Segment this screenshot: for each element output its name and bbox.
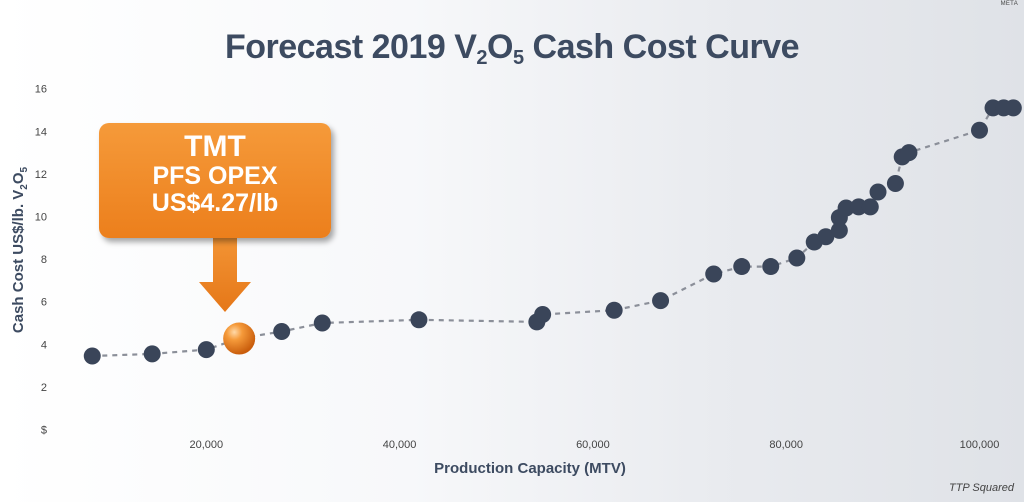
data-point xyxy=(861,198,879,216)
source-note: TTP Squared xyxy=(948,482,1014,494)
x-axis-title: Production Capacity (MTV) xyxy=(434,460,626,477)
y-tick-label: 10 xyxy=(35,212,47,224)
data-point xyxy=(705,265,723,283)
y-title-subscript-2: 5 xyxy=(19,166,30,173)
data-point xyxy=(762,258,780,276)
title-text-pre: Forecast 2019 V xyxy=(224,28,477,66)
y-tick-label: 6 xyxy=(41,297,47,309)
data-point xyxy=(817,228,835,246)
tmt-highlight-point xyxy=(223,322,256,355)
y-tick-label: 2 xyxy=(41,382,47,394)
y-title-subscript-1: 2 xyxy=(19,184,30,190)
data-point xyxy=(869,183,887,201)
x-tick-label: 40,000 xyxy=(383,439,417,451)
data-point xyxy=(410,311,428,329)
callout-line-1: TMT xyxy=(184,130,246,163)
y-tick-label: 14 xyxy=(35,126,47,138)
data-point xyxy=(900,144,918,162)
callout-line-3: US$4.27/lb xyxy=(151,189,279,217)
title-text-mid: O xyxy=(487,28,513,66)
data-point xyxy=(886,174,904,192)
cost-curve-line xyxy=(92,106,1014,358)
data-point xyxy=(837,199,855,217)
chart-title: Forecast 2019 V2O5 Cash Cost Curve xyxy=(0,28,1024,70)
x-tick-group: 20,000 40,000 60,000 80,000 100,000 xyxy=(189,439,999,451)
x-tick-label: 20,000 xyxy=(189,439,223,451)
y-title-mid: O xyxy=(10,172,27,185)
data-point-group xyxy=(83,99,1022,365)
data-point xyxy=(197,341,215,359)
data-point xyxy=(830,221,848,239)
data-point xyxy=(1004,99,1022,117)
y-axis-title: Cash Cost US$/lb. V2O5 xyxy=(10,167,30,333)
data-point xyxy=(971,121,988,139)
x-tick-label: 80,000 xyxy=(769,439,803,451)
x-tick-label: 60,000 xyxy=(576,439,610,451)
title-subscript-1: 2 xyxy=(476,47,488,69)
tmt-callout: TMT PFS OPEX US$4.27/lb xyxy=(99,123,331,238)
data-point xyxy=(313,314,331,332)
data-point xyxy=(605,301,623,319)
y-tick-label: 8 xyxy=(41,254,47,266)
y-tick-label: 16 xyxy=(35,84,47,96)
y-tick-label: 12 xyxy=(35,169,47,181)
y-tick-group: $2 4 6 8 10 12 14 16 xyxy=(35,84,47,437)
data-point xyxy=(733,258,751,276)
y-tick-label: $ xyxy=(41,425,47,437)
corner-tag: META xyxy=(1000,1,1018,7)
data-point xyxy=(273,323,291,341)
x-tick-label: 100,000 xyxy=(960,439,1000,451)
data-point xyxy=(788,249,806,267)
y-tick-label: 4 xyxy=(41,339,47,351)
data-point xyxy=(652,292,670,310)
data-point xyxy=(534,305,552,323)
y-title-pre: Cash Cost US$/lb. V xyxy=(10,189,27,334)
callout-line-2: PFS OPEX xyxy=(152,162,278,190)
title-text-post: Cash Cost Curve xyxy=(523,28,800,66)
data-point xyxy=(83,347,101,365)
title-subscript-2: 5 xyxy=(512,47,524,69)
callout-arrow xyxy=(199,238,251,312)
data-point xyxy=(143,345,161,363)
